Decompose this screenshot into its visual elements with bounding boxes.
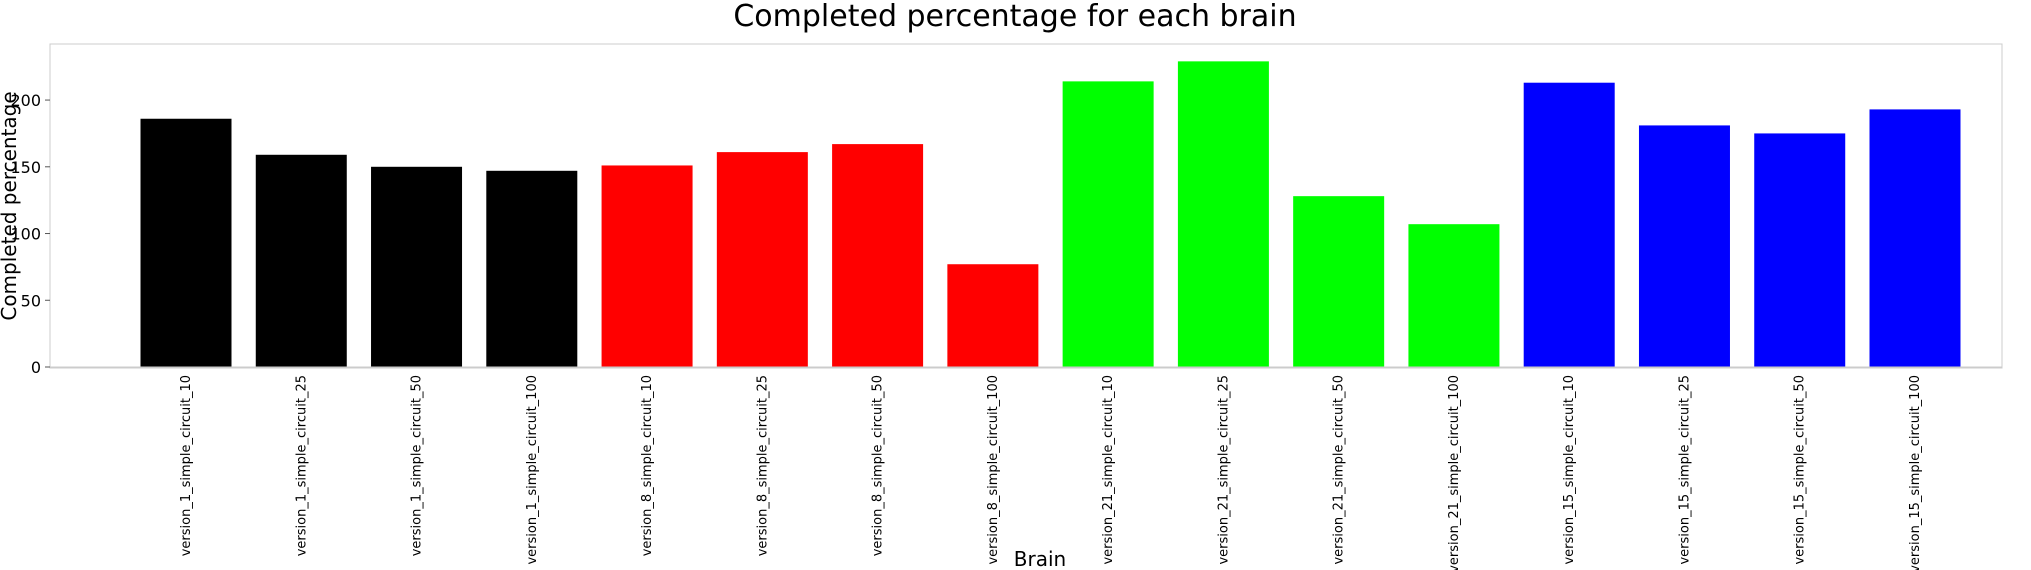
y-tick-label: 50 xyxy=(21,291,41,310)
x-tick-label: version_1_simple_circuit_25 xyxy=(294,375,309,556)
bar-version-21-simple-circuit-50 xyxy=(1293,196,1385,367)
y-tick-label: 200 xyxy=(10,91,41,110)
bar-version-1-simple-circuit-10 xyxy=(140,118,232,367)
bar-version-15-simple-circuit-100 xyxy=(1869,109,1961,368)
y-axis-ticks: 0 50 100 150 200 xyxy=(10,91,50,377)
y-tick-label: 0 xyxy=(31,358,41,377)
x-tick-label: version_15_simple_circuit_10 xyxy=(1562,375,1577,565)
bar-version-8-simple-circuit-100 xyxy=(947,264,1039,367)
x-tick-label: version_15_simple_circuit_50 xyxy=(1793,375,1808,565)
x-tick-label: version_21_simple_circuit_10 xyxy=(1101,375,1116,565)
x-tick-label: version_21_simple_circuit_50 xyxy=(1332,375,1347,565)
bar-version-8-simple-circuit-25 xyxy=(716,152,808,367)
x-tick-label: version_1_simple_circuit_50 xyxy=(410,375,425,556)
x-tick-label: version_21_simple_circuit_25 xyxy=(1216,375,1231,565)
plot-frame xyxy=(49,43,2003,369)
bar-version-21-simple-circuit-100 xyxy=(1408,224,1500,367)
bar-version-21-simple-circuit-10 xyxy=(1062,81,1154,368)
x-tick-label: version_15_simple_circuit_100 xyxy=(1908,375,1923,570)
x-tick-label: version_8_simple_circuit_10 xyxy=(640,375,655,556)
x-tick-label: version_15_simple_circuit_25 xyxy=(1677,375,1692,565)
bar-version-15-simple-circuit-25 xyxy=(1638,125,1730,367)
x-tick-label: version_21_simple_circuit_100 xyxy=(1447,375,1462,570)
x-tick-label: version_8_simple_circuit_50 xyxy=(871,375,886,556)
bar-version-1-simple-circuit-25 xyxy=(255,154,347,367)
bar-version-15-simple-circuit-50 xyxy=(1754,133,1846,367)
bars xyxy=(50,61,2002,368)
x-axis-tick-labels: version_1_simple_circuit_10 version_1_sim… xyxy=(179,375,1923,570)
x-tick-label: version_8_simple_circuit_25 xyxy=(755,375,770,556)
x-axis-label: Brain xyxy=(1014,547,1066,570)
bar-version-15-simple-circuit-10 xyxy=(1523,82,1615,368)
bar-version-1-simple-circuit-100 xyxy=(486,170,578,367)
bar-version-8-simple-circuit-10 xyxy=(601,165,693,367)
y-axis-label: Completed percentage xyxy=(0,91,21,320)
bar-version-8-simple-circuit-50 xyxy=(832,144,924,367)
y-tick-label: 100 xyxy=(10,225,41,244)
y-tick-label: 150 xyxy=(10,158,41,177)
bar-version-21-simple-circuit-25 xyxy=(1177,61,1269,368)
x-tick-label: version_8_simple_circuit_100 xyxy=(986,375,1001,565)
x-tick-label: version_1_simple_circuit_10 xyxy=(179,375,194,556)
chart-title: Completed percentage for each brain xyxy=(733,0,1296,34)
x-tick-label: version_1_simple_circuit_100 xyxy=(525,375,540,565)
bar-version-1-simple-circuit-50 xyxy=(371,166,463,367)
